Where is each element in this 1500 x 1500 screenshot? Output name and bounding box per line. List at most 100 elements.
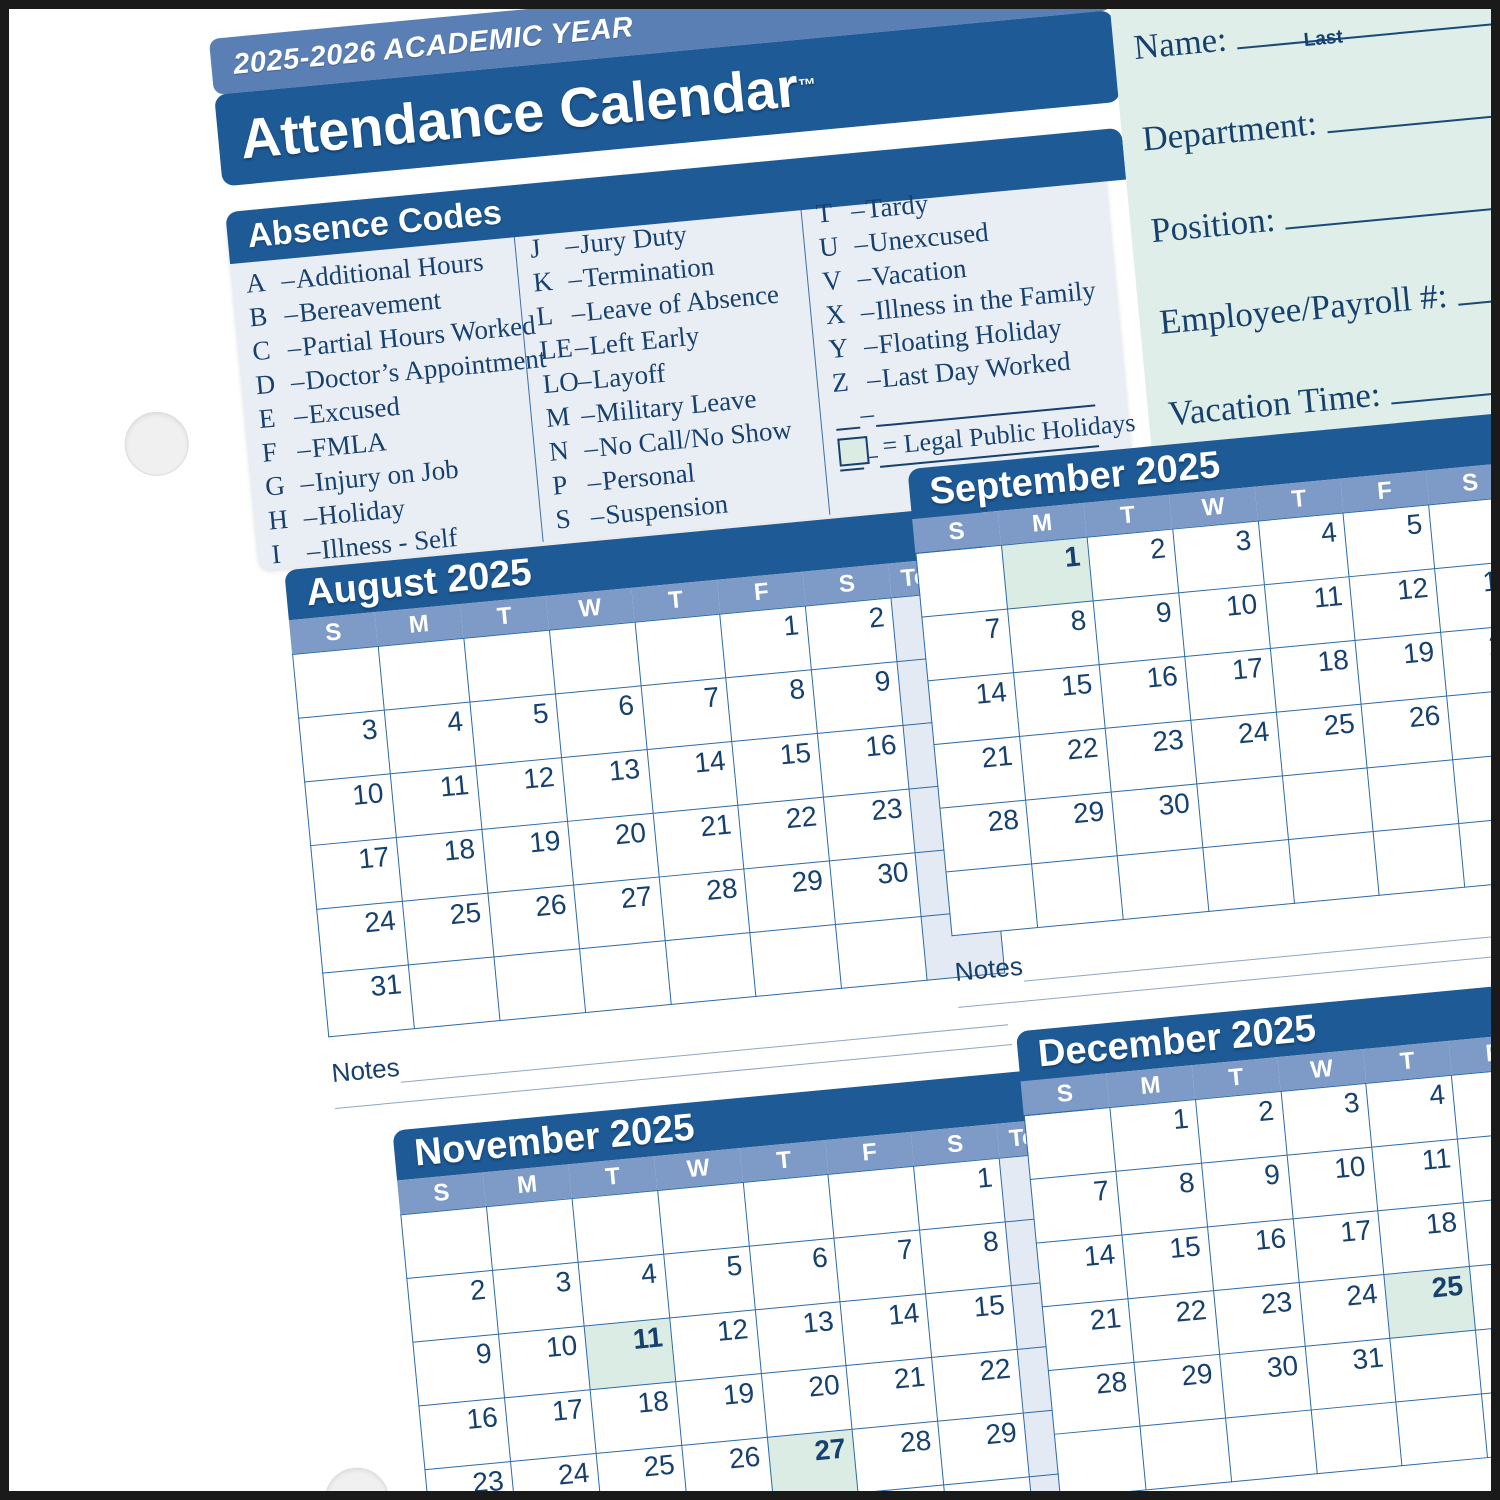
day-cell-empty[interactable] [1054, 1426, 1146, 1498]
day-cell-empty[interactable] [408, 956, 500, 1029]
day-cell[interactable]: 8 [726, 669, 818, 742]
day-cell[interactable]: 16 [817, 725, 910, 798]
day-cell[interactable]: 7 [1030, 1171, 1122, 1244]
day-cell[interactable]: 4 [1366, 1075, 1458, 1148]
day-cell[interactable]: 10 [1286, 1147, 1379, 1219]
day-cell[interactable]: 12 [1349, 568, 1441, 641]
day-cell[interactable]: 6 [555, 685, 647, 758]
day-cell[interactable]: 13 [561, 749, 653, 822]
day-cell[interactable]: 15 [925, 1285, 1018, 1358]
day-cell[interactable]: 2 [1195, 1091, 1287, 1164]
day-cell-empty[interactable] [1373, 823, 1465, 896]
day-cell[interactable]: 1 [1109, 1099, 1202, 1172]
day-cell[interactable]: 11 [390, 765, 482, 838]
day-cell[interactable]: 28 [1048, 1362, 1140, 1435]
day-cell[interactable]: 2 [406, 1270, 499, 1343]
day-cell[interactable]: 15 [1013, 664, 1105, 737]
day-cell[interactable]: 14 [927, 672, 1020, 745]
day-cell[interactable]: 1 [1001, 537, 1093, 610]
day-cell-empty[interactable] [828, 1166, 920, 1239]
day-cell-empty[interactable] [1281, 767, 1374, 840]
day-cell[interactable]: 30 [829, 852, 922, 925]
day-cell[interactable]: 12 [475, 757, 568, 830]
day-cell-empty[interactable] [742, 1174, 835, 1247]
day-cell[interactable]: 4 [577, 1254, 670, 1327]
day-cell[interactable]: 11 [1372, 1139, 1464, 1211]
day-cell[interactable]: 14 [646, 741, 739, 814]
day-cell[interactable]: 19 [1355, 632, 1447, 705]
day-cell-empty[interactable] [1287, 831, 1380, 904]
day-cell[interactable]: 6 [748, 1238, 841, 1310]
day-cell[interactable]: 23 [1213, 1282, 1305, 1355]
day-cell-empty[interactable] [1225, 1410, 1317, 1482]
day-cell[interactable]: 2 [805, 597, 898, 670]
day-cell[interactable]: 28 [852, 1421, 944, 1493]
day-cell[interactable]: 9 [1201, 1155, 1293, 1227]
day-cell[interactable]: 16 [1098, 656, 1191, 729]
day-cell-empty[interactable] [634, 614, 727, 686]
day-cell[interactable]: 27 [766, 1429, 859, 1500]
day-cell-empty[interactable] [292, 646, 385, 719]
day-cell[interactable]: 29 [1133, 1354, 1226, 1427]
day-cell[interactable]: 22 [1019, 728, 1111, 801]
day-cell[interactable]: 24 [1298, 1274, 1391, 1347]
day-cell[interactable]: 14 [1036, 1235, 1128, 1307]
day-cell[interactable]: 7 [921, 609, 1014, 681]
absence-code-blank-key[interactable] [834, 406, 861, 431]
day-cell[interactable]: 21 [1042, 1298, 1134, 1371]
day-cell-empty[interactable] [1139, 1418, 1232, 1490]
day-cell[interactable]: 15 [732, 733, 824, 806]
day-cell-empty[interactable] [493, 948, 586, 1021]
day-cell[interactable]: 7 [640, 677, 733, 750]
day-cell[interactable]: 21 [652, 805, 745, 878]
day-cell-empty[interactable] [378, 638, 470, 711]
info-field-vacation-time-input[interactable] [1391, 374, 1500, 405]
day-cell[interactable]: 21 [846, 1357, 938, 1430]
day-cell-empty[interactable] [664, 932, 757, 1005]
day-cell[interactable]: 9 [412, 1334, 505, 1406]
day-cell[interactable]: 9 [1092, 592, 1185, 665]
day-cell[interactable]: 5 [469, 693, 562, 766]
day-cell[interactable]: 4 [384, 702, 476, 774]
day-cell[interactable]: 11 [1263, 576, 1356, 649]
day-cell-empty[interactable] [463, 630, 556, 703]
day-cell-empty[interactable] [579, 940, 671, 1013]
day-cell-empty[interactable] [1396, 1393, 1488, 1466]
day-cell[interactable]: 25 [402, 893, 494, 965]
day-cell[interactable]: 29 [1025, 792, 1117, 864]
day-cell[interactable]: 3 [1172, 521, 1264, 593]
day-cell[interactable]: 29 [744, 860, 836, 933]
day-cell[interactable]: 3 [1280, 1083, 1373, 1156]
day-cell[interactable]: 26 [487, 885, 580, 957]
day-cell[interactable]: 10 [1178, 584, 1270, 657]
day-cell[interactable]: 2 [1086, 529, 1179, 601]
day-cell-empty[interactable] [400, 1206, 493, 1279]
day-cell-empty[interactable] [945, 863, 1038, 936]
day-cell[interactable]: 14 [840, 1293, 932, 1366]
day-cell[interactable]: 24 [316, 901, 409, 974]
day-cell[interactable]: 7 [834, 1230, 926, 1302]
day-cell[interactable]: 16 [418, 1397, 511, 1470]
day-cell-empty[interactable] [1031, 855, 1123, 928]
day-cell[interactable]: 22 [738, 797, 830, 869]
day-cell[interactable]: 21 [933, 736, 1026, 809]
day-cell[interactable]: 4 [1257, 512, 1350, 585]
day-cell-empty[interactable] [1367, 759, 1459, 832]
day-cell[interactable]: 1 [913, 1158, 1006, 1231]
day-cell-empty[interactable] [750, 924, 842, 997]
day-cell[interactable]: 30 [1110, 784, 1203, 856]
day-cell[interactable]: 18 [396, 829, 488, 902]
day-cell[interactable]: 5 [1343, 504, 1435, 577]
day-cell[interactable]: 25 [1384, 1266, 1476, 1339]
day-cell[interactable]: 28 [939, 800, 1032, 872]
day-cell[interactable]: 1 [720, 606, 812, 678]
day-cell-empty[interactable] [915, 545, 1008, 618]
day-cell[interactable]: 18 [589, 1381, 682, 1454]
day-cell[interactable]: 30 [1219, 1346, 1311, 1419]
day-cell-empty[interactable] [1202, 839, 1294, 912]
day-cell[interactable]: 8 [1115, 1163, 1208, 1236]
day-cell[interactable]: 17 [310, 837, 403, 910]
day-cell[interactable]: 22 [931, 1349, 1024, 1422]
day-cell-empty[interactable] [486, 1198, 578, 1271]
day-cell[interactable]: 19 [481, 821, 574, 894]
